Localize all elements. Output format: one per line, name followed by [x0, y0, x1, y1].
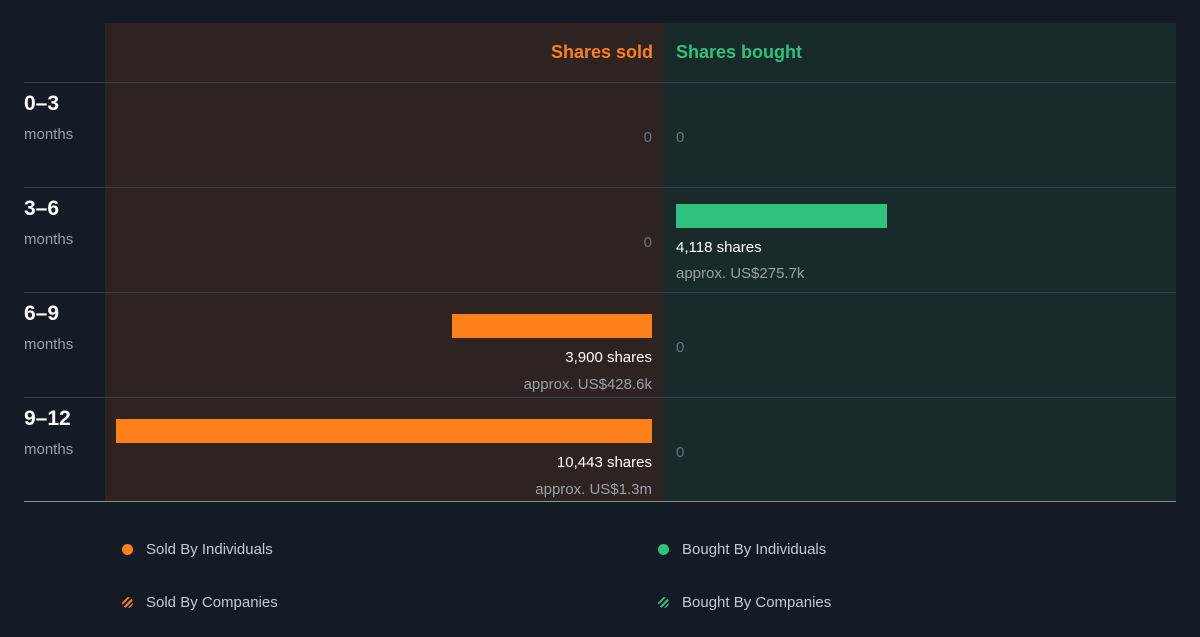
bought-bar [676, 204, 888, 228]
period-unit: months [24, 231, 74, 248]
shares-sold-header: Shares sold [550, 42, 653, 62]
sold-zero-value: 0 [643, 129, 652, 146]
period-label: 3–6 [24, 197, 60, 220]
legend-label: Sold By Individuals [146, 541, 273, 558]
bought-approx-value: approx. US$275.7k [676, 265, 805, 282]
sold-bar [451, 314, 652, 338]
sold-shares-value: 10,443 shares [556, 454, 652, 471]
legend-label: Bought By Individuals [682, 541, 827, 558]
shares-bought-panel [664, 23, 1176, 501]
legend-label: Sold By Companies [146, 594, 278, 611]
sold-shares-value: 3,900 shares [565, 349, 652, 366]
legend-item: Sold By Individuals [122, 541, 273, 558]
sold-zero-value: 0 [643, 234, 652, 251]
period-label: 0–3 [24, 92, 60, 115]
bought-shares-value: 4,118 shares [676, 239, 762, 256]
legend-item: Bought By Companies [658, 594, 831, 611]
sold-approx-value: approx. US$1.3m [535, 481, 652, 498]
period-label: 6–9 [24, 302, 60, 325]
legend-item: Sold By Companies [122, 594, 278, 611]
legend-label: Bought By Companies [682, 594, 832, 611]
bought-zero-value: 0 [676, 129, 685, 146]
period-unit: months [24, 336, 74, 353]
shares-bought-header: Shares bought [676, 42, 803, 62]
row-divider [24, 397, 1176, 398]
legend-hatched-swatch-icon [658, 597, 669, 608]
period-unit: months [24, 126, 74, 143]
bought-zero-value: 0 [676, 444, 685, 461]
bought-zero-value: 0 [676, 339, 685, 356]
sold-bar [116, 419, 652, 443]
period-unit: months [24, 441, 74, 458]
row-divider [24, 82, 1176, 83]
row-divider [24, 292, 1176, 293]
period-label: 9–12 [24, 407, 71, 430]
legend-dot-icon [122, 544, 133, 555]
chart-bottom-axis [24, 501, 1176, 502]
legend-dot-icon [658, 544, 669, 555]
row-divider [24, 187, 1176, 188]
legend-hatched-swatch-icon [122, 597, 133, 608]
sold-approx-value: approx. US$428.6k [523, 376, 652, 393]
legend-item: Bought By Individuals [658, 541, 826, 558]
